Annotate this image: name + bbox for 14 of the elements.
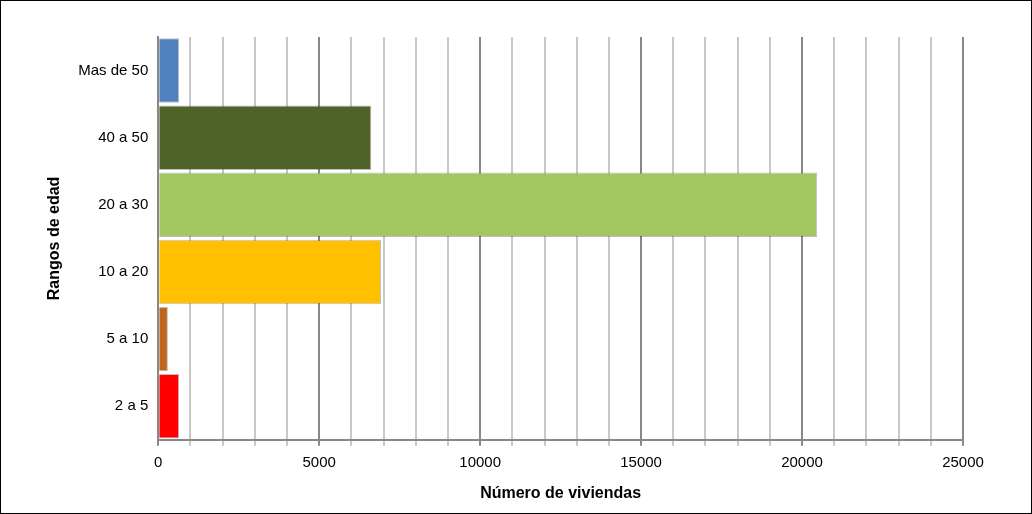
y-tick-label: 20 a 30 (98, 194, 149, 212)
y-tick-label: 40 a 50 (98, 127, 149, 145)
y-tick-label: 2 a 5 (114, 396, 149, 414)
x-tick-label: 15000 (620, 452, 662, 470)
x-axis-title: Número de viviendas (480, 483, 642, 501)
x-tick-label: 5000 (302, 452, 336, 470)
x-tick-label: 10000 (459, 452, 501, 470)
x-tick-label: 25000 (942, 452, 984, 470)
x-tick-label: 0 (154, 452, 163, 470)
y-tick-label: Mas de 50 (78, 60, 149, 78)
x-tick-label: 20000 (781, 452, 823, 470)
y-tick-label: 10 a 20 (98, 262, 149, 280)
y-axis-title: Rangos de edad (45, 176, 63, 301)
y-tick-label: 5 a 10 (106, 329, 149, 347)
